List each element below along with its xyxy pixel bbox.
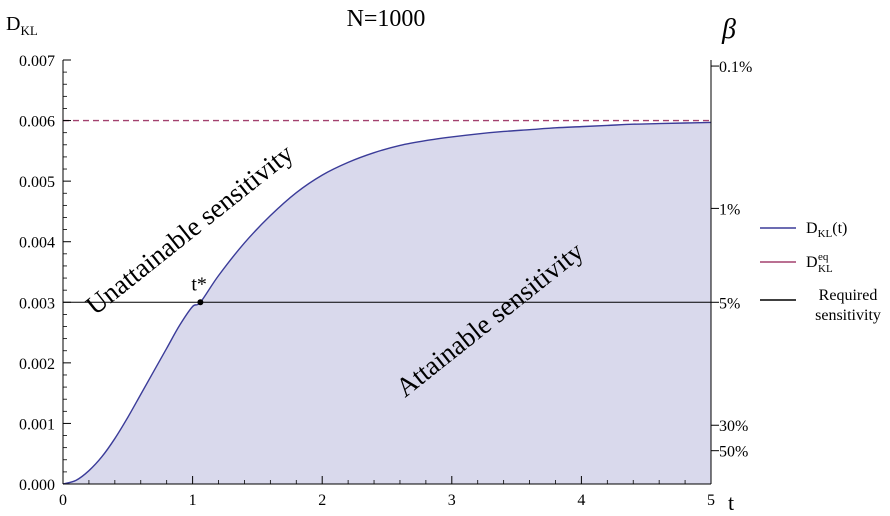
t-star-point <box>197 299 204 306</box>
dkl-curve <box>62 121 712 485</box>
y-tick-label: 0.003 <box>19 295 55 312</box>
x-tick-label: 2 <box>318 492 326 509</box>
y-axis-label: DKL <box>6 13 38 38</box>
right-tick-label: 50% <box>719 444 748 461</box>
legend-label-required-2: sensitivity <box>815 307 881 324</box>
legend-label-eq-sub: KL <box>818 263 833 275</box>
y-tick-label: 0.000 <box>19 477 55 494</box>
x-tick-label: 1 <box>189 492 197 509</box>
y-tick-label: 0.001 <box>19 416 55 433</box>
x-tick-label: 5 <box>707 492 715 509</box>
legend-label-eq-sup: eq <box>818 251 829 263</box>
legend-label-eq: D <box>806 254 818 271</box>
x-tick-label: 0 <box>59 492 67 509</box>
chart-title: N=1000 <box>347 6 426 32</box>
right-tick-label: 0.1% <box>719 59 752 76</box>
x-tick-label: 3 <box>448 492 456 509</box>
y-tick-label: 0.005 <box>19 174 55 191</box>
y-ticks: 0.000 0.001 0.002 0.003 0.004 0.005 0.006 0.007 <box>19 53 71 494</box>
y-tick-label: 0.004 <box>19 235 55 252</box>
attainable-area <box>63 122 711 484</box>
y-tick-label: 0.006 <box>19 114 55 131</box>
y-tick-label: 0.002 <box>19 356 55 373</box>
right-tick-label: 1% <box>719 201 740 218</box>
right-axis-label: β <box>721 14 736 45</box>
right-ticks: 0.1% 1% 5% 30% 50% <box>711 59 752 461</box>
legend-label-dkl: DKL(t) <box>806 220 847 240</box>
x-ticks: 0 1 2 3 4 5 <box>59 476 715 509</box>
t-star-label: t* <box>191 273 207 295</box>
legend: DKL(t) D eq KL Required sensitivity <box>760 220 881 324</box>
legend-label-required-1: Required <box>819 287 878 304</box>
y-tick-label: 0.007 <box>19 53 55 70</box>
right-tick-label: 30% <box>719 418 748 435</box>
x-axis-label: t <box>728 490 734 515</box>
right-tick-label: 5% <box>719 295 740 312</box>
x-tick-label: 4 <box>577 492 585 509</box>
